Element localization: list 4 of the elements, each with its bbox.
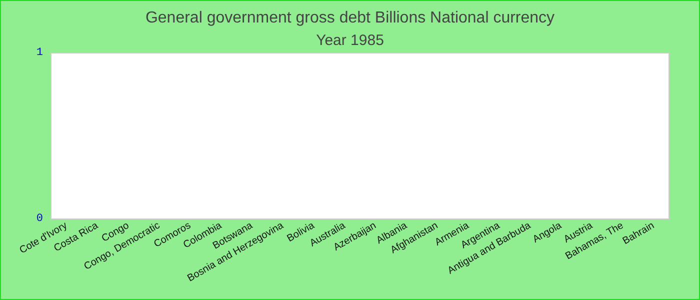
chart-subtitle: Year 1985 <box>316 32 384 49</box>
y-tick-label: 1 <box>36 47 44 59</box>
chart-title: General government gross debt Billions National currency <box>145 10 555 26</box>
y-tick-label: 0 <box>36 213 43 225</box>
